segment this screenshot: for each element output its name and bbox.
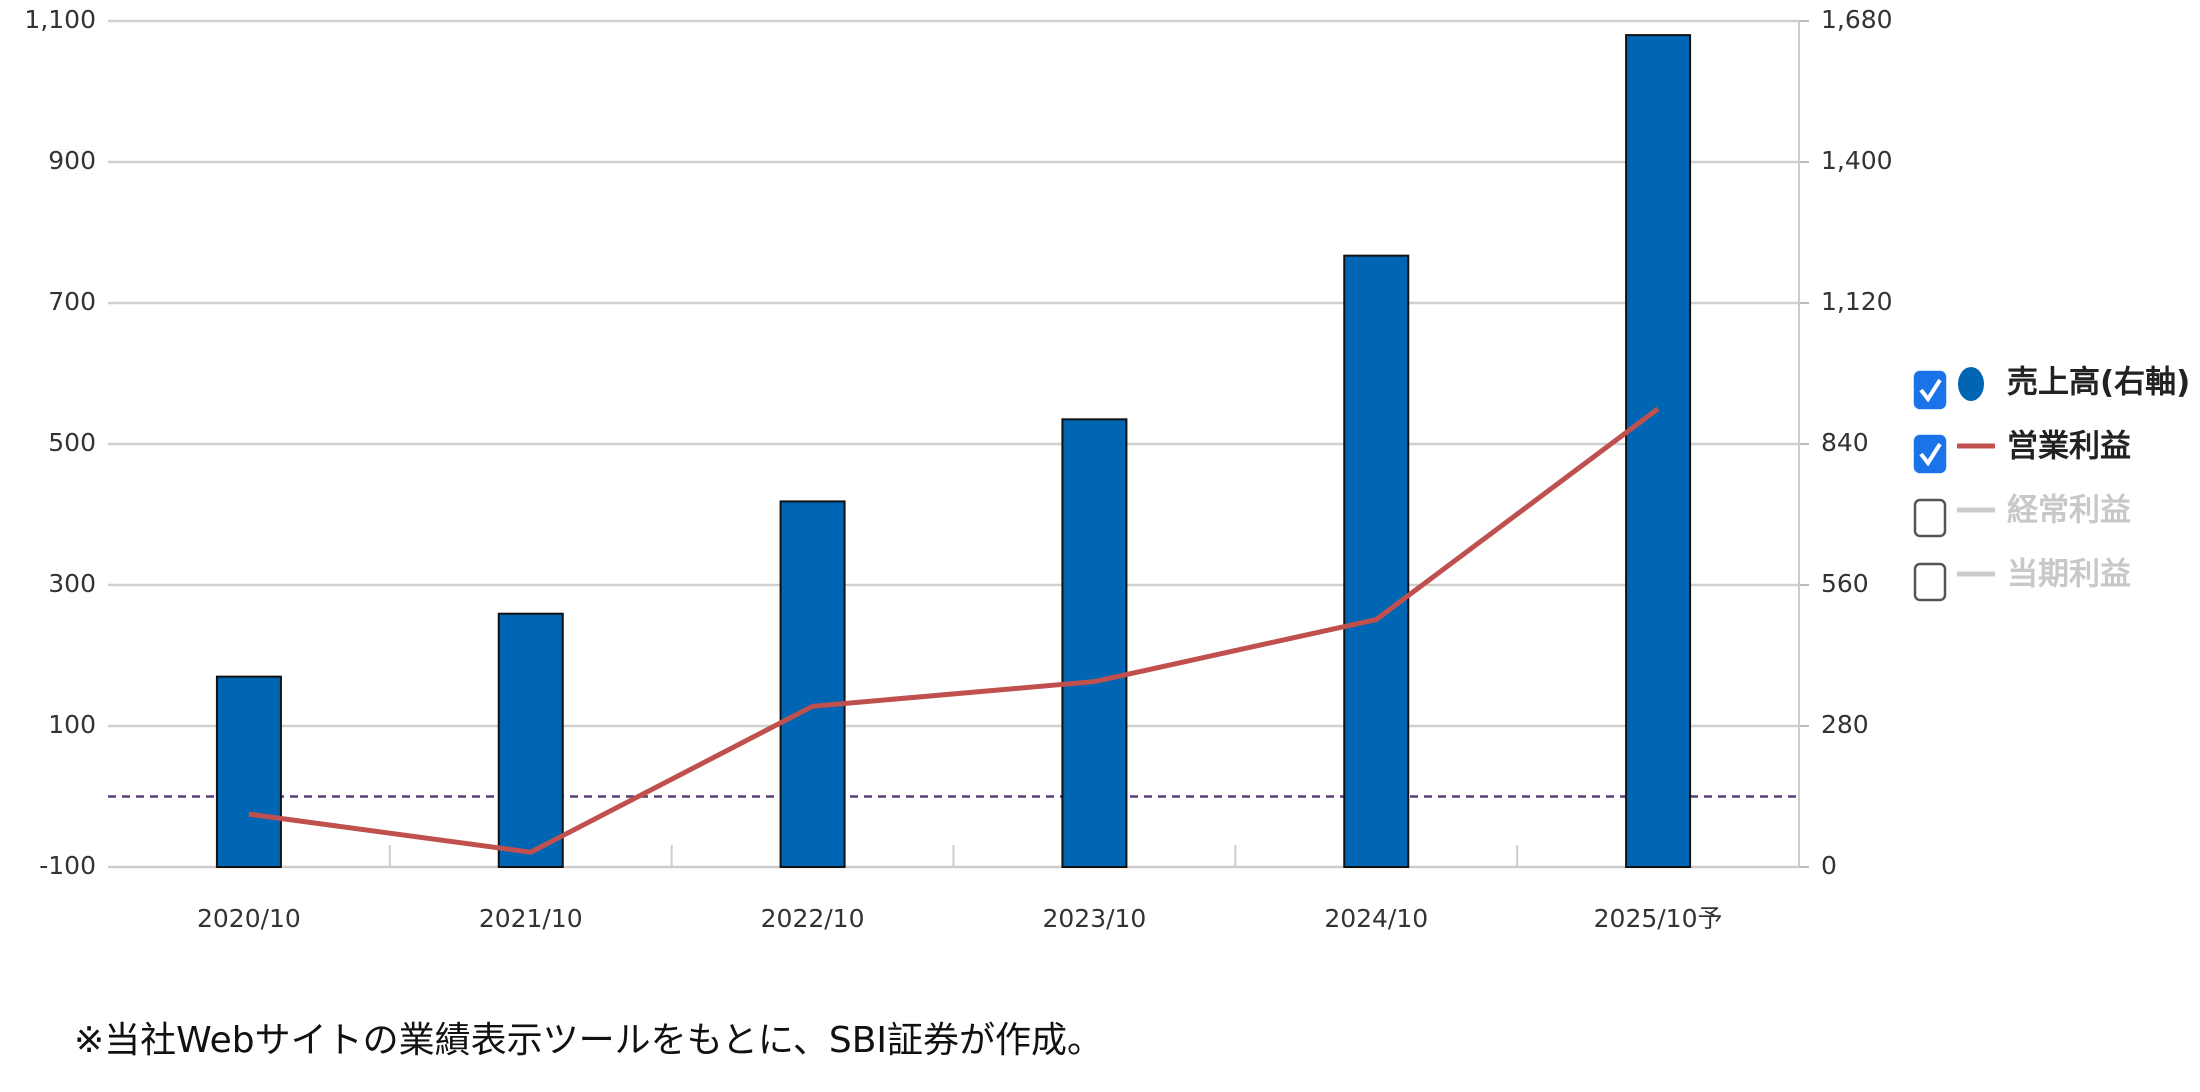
bar xyxy=(497,612,564,868)
checkmark xyxy=(1919,442,1942,467)
bar xyxy=(1625,34,1692,869)
y2-tick-label: 840 xyxy=(1821,428,1869,457)
footnote: ※当社Webサイトの業績表示ツールをもとに、SBI証券が作成。 xyxy=(74,1020,1103,1061)
y2-tick-label: 560 xyxy=(1821,569,1869,598)
y-tick-label: 1,100 xyxy=(24,5,96,34)
legend-label[interactable]: 売上高(右軸) xyxy=(2007,365,2190,401)
y2-tick-label: 280 xyxy=(1821,710,1869,739)
x-tick-label: 2020/10 xyxy=(197,904,301,933)
legend-label[interactable]: 営業利益 xyxy=(2007,429,2131,465)
legend-checkbox[interactable] xyxy=(1913,562,1947,602)
bar xyxy=(1343,254,1410,868)
bar xyxy=(779,500,846,868)
legend-checkbox[interactable] xyxy=(1913,434,1947,474)
y-tick-label: 900 xyxy=(48,146,96,175)
y2-tick-label: 0 xyxy=(1821,851,1837,880)
y2-tick-label: 1,120 xyxy=(1821,287,1893,316)
bar xyxy=(1061,418,1128,868)
legend-checkbox[interactable] xyxy=(1913,370,1947,410)
legend-marker xyxy=(1958,367,1984,401)
y2-tick-label: 1,400 xyxy=(1821,146,1893,175)
y-tick-label: 700 xyxy=(48,287,96,316)
line xyxy=(248,406,1660,855)
y-tick-label: -100 xyxy=(39,851,96,880)
legend-label[interactable]: 経常利益 xyxy=(2007,493,2131,529)
x-tick-label: 2025/10予 xyxy=(1594,904,1723,933)
bar xyxy=(215,675,282,869)
y-tick-label: 300 xyxy=(48,569,96,598)
legend-label[interactable]: 当期利益 xyxy=(2007,557,2131,593)
x-tick-label: 2022/10 xyxy=(761,904,865,933)
x-tick-label: 2024/10 xyxy=(1324,904,1428,933)
x-tick-label: 2023/10 xyxy=(1042,904,1146,933)
checkmark xyxy=(1919,378,1942,403)
x-tick-label: 2021/10 xyxy=(479,904,583,933)
y-tick-label: 100 xyxy=(48,710,96,739)
legend-checkbox[interactable] xyxy=(1913,498,1947,538)
y2-tick-label: 1,680 xyxy=(1821,5,1893,34)
y-tick-label: 500 xyxy=(48,428,96,457)
